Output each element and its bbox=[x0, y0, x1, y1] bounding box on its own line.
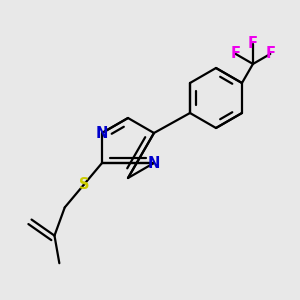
Text: F: F bbox=[231, 46, 241, 62]
Text: N: N bbox=[96, 125, 108, 140]
Text: F: F bbox=[248, 36, 258, 51]
Text: S: S bbox=[79, 177, 89, 192]
Text: F: F bbox=[265, 46, 275, 62]
Text: N: N bbox=[148, 155, 160, 170]
